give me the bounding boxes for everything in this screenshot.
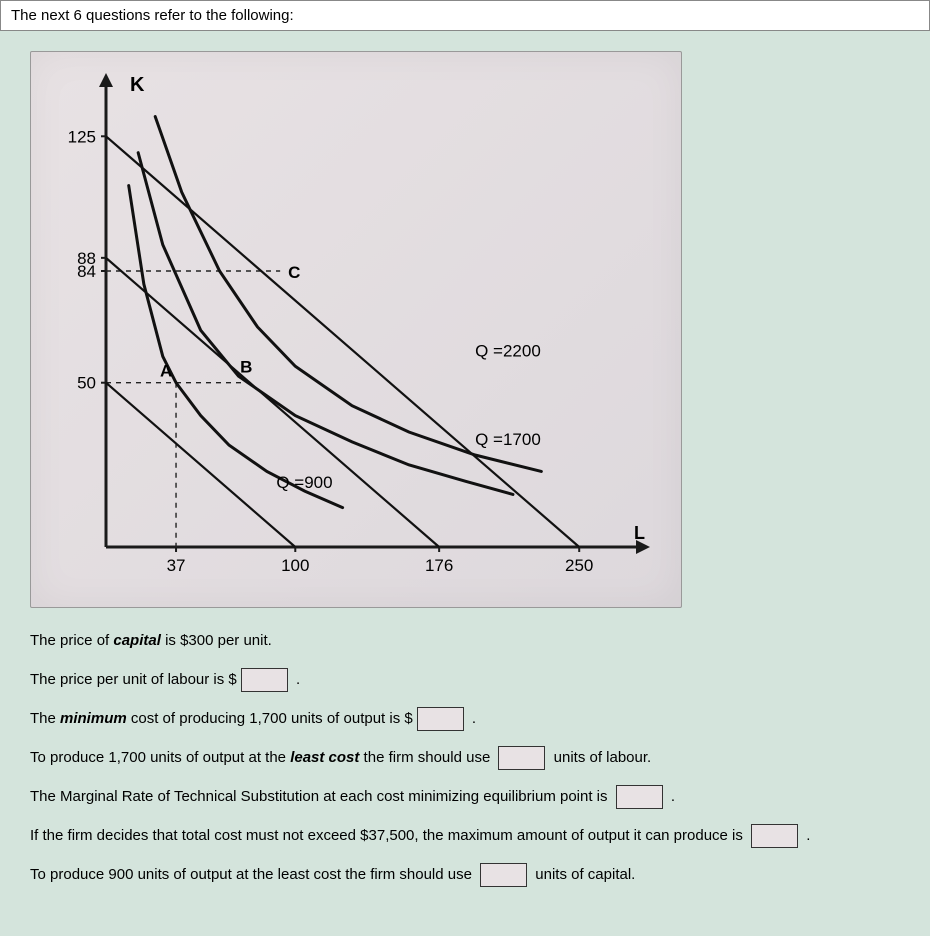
chart-panel: KL12588845037100176250Q =2200Q =1700Q =9… <box>30 51 682 608</box>
min-cost-line: The minimum cost of producing 1,700 unit… <box>30 699 900 738</box>
content-area: KL12588845037100176250Q =2200Q =1700Q =9… <box>0 31 930 924</box>
svg-text:100: 100 <box>281 556 309 575</box>
svg-text:L: L <box>634 523 645 543</box>
price-capital-line: The price of capital is $300 per unit. <box>30 621 900 660</box>
svg-text:C: C <box>288 263 300 282</box>
max-output-line: If the firm decides that total cost must… <box>30 816 900 855</box>
svg-text:37: 37 <box>167 556 186 575</box>
instruction-header: The next 6 questions refer to the follow… <box>0 0 930 31</box>
mrts-line: The Marginal Rate of Technical Substitut… <box>30 777 900 816</box>
svg-text:B: B <box>240 358 252 377</box>
mrts-input[interactable] <box>616 785 663 809</box>
svg-text:Q =1700: Q =1700 <box>475 430 541 449</box>
header-text: The next 6 questions refer to the follow… <box>11 7 294 24</box>
svg-text:250: 250 <box>565 556 593 575</box>
labour-1700-line: To produce 1,700 units of output at the … <box>30 738 900 777</box>
svg-text:K: K <box>130 74 145 96</box>
svg-text:84: 84 <box>77 262 96 281</box>
labour-price-input[interactable] <box>241 668 288 692</box>
svg-text:Q =2200: Q =2200 <box>475 341 541 360</box>
capital-900-line: To produce 900 units of output at the le… <box>30 855 900 894</box>
price-labour-line: The price per unit of labour is $ . <box>30 660 900 699</box>
svg-text:176: 176 <box>425 556 453 575</box>
labour-1700-input[interactable] <box>498 746 545 770</box>
svg-text:Q =900: Q =900 <box>276 473 332 492</box>
question-block: The price of capital is $300 per unit. T… <box>30 621 900 894</box>
svg-text:125: 125 <box>68 127 96 146</box>
max-output-input[interactable] <box>751 824 798 848</box>
min-cost-input[interactable] <box>417 707 464 731</box>
svg-text:A: A <box>160 362 172 381</box>
svg-text:50: 50 <box>77 374 96 393</box>
capital-900-input[interactable] <box>480 863 527 887</box>
isoquant-chart: KL12588845037100176250Q =2200Q =1700Q =9… <box>41 67 661 597</box>
